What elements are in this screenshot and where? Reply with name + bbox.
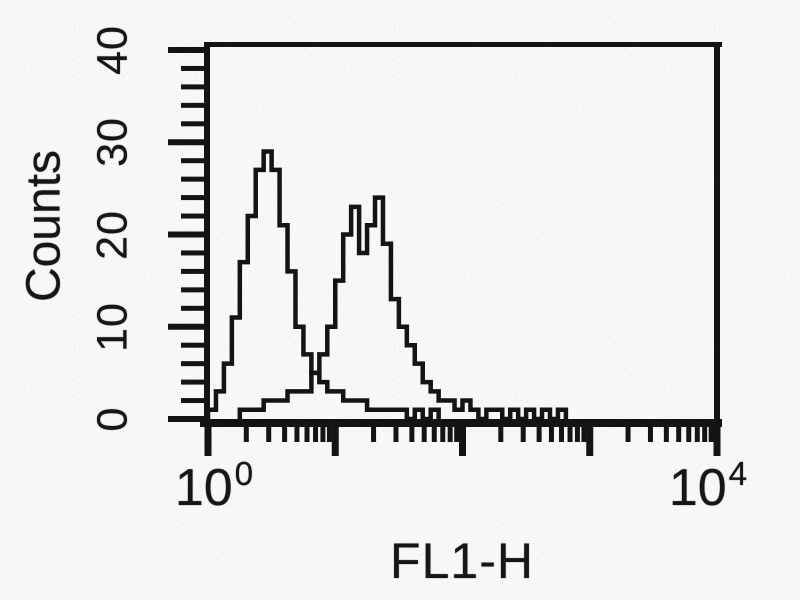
y-minor-tick [181,361,206,367]
x-tick-base: 10 [668,459,727,517]
x-minor-tick [304,423,310,442]
y-axis-ticks [168,47,206,422]
y-minor-tick [181,342,206,348]
x-minor-tick [567,423,573,442]
x-minor-tick [320,423,326,442]
x-major-tick [459,423,466,456]
y-minor-tick [181,250,206,256]
y-minor-tick [181,268,206,274]
x-tick-label-10e0: 100 [174,456,254,518]
x-axis-title: FL1-H [390,533,534,589]
x-minor-tick [548,423,554,442]
y-minor-tick [181,102,206,108]
x-tick-label-10e4: 104 [668,456,748,518]
right-peak-histogram [237,195,569,422]
x-minor-tick [313,423,319,442]
y-tick-label-30: 30 [88,117,137,168]
x-major-tick [204,423,212,456]
x-minor-tick [421,423,427,442]
x-axis-ticks [204,423,721,456]
y-major-tick [168,231,206,238]
x-minor-tick [326,423,332,442]
frame-right-border [714,42,720,427]
x-minor-tick [663,423,669,442]
y-minor-tick [181,379,206,385]
x-minor-tick [708,423,714,442]
x-major-tick [331,423,339,456]
x-minor-tick [559,423,565,442]
y-minor-tick [181,398,206,404]
y-minor-tick [181,305,206,311]
x-major-tick [713,423,721,456]
y-minor-tick [181,287,206,293]
y-minor-tick [181,121,206,127]
x-minor-tick [574,423,580,442]
y-tick-label-20: 20 [88,209,137,260]
x-minor-tick [393,423,399,442]
y-minor-tick [181,65,206,71]
x-minor-tick [294,423,300,442]
x-minor-tick [440,423,446,442]
y-axis-line [204,42,210,427]
x-minor-tick [498,423,504,442]
x-minor-tick [694,423,700,442]
y-minor-tick [181,195,206,201]
x-minor-tick [266,423,272,442]
y-tick-label-0: 0 [88,406,137,432]
x-minor-tick [447,423,453,442]
histogram-curves [205,149,569,422]
y-tick-label-40: 40 [88,25,137,75]
y-major-tick [168,47,206,53]
x-minor-tick [702,423,708,442]
x-tick-exponent: 4 [728,456,748,494]
y-major-tick [168,416,206,422]
y-minor-tick [181,213,206,219]
x-tick-base: 10 [174,459,233,517]
x-minor-tick [686,423,692,442]
x-minor-tick [520,423,526,442]
x-major-tick [586,423,594,456]
x-tick-exponent: 0 [234,456,254,494]
y-major-tick [168,139,206,146]
y-major-tick [168,323,206,330]
x-minor-tick [282,423,288,442]
x-minor-tick [647,423,653,442]
x-minor-tick [409,423,415,442]
x-minor-tick [676,423,682,442]
x-minor-tick [371,423,377,442]
y-minor-tick [181,176,206,182]
y-minor-tick [181,84,206,90]
y-minor-tick [181,158,206,164]
x-minor-tick [243,423,249,442]
frame-top-border [204,42,722,47]
y-axis-title: Counts [17,149,71,303]
left-peak-histogram [205,149,441,422]
x-minor-tick [431,423,437,442]
y-tick-label-10: 10 [88,301,137,352]
x-minor-tick [536,423,542,442]
x-minor-tick [581,423,587,442]
x-minor-tick [454,423,460,442]
x-minor-tick [625,423,631,442]
